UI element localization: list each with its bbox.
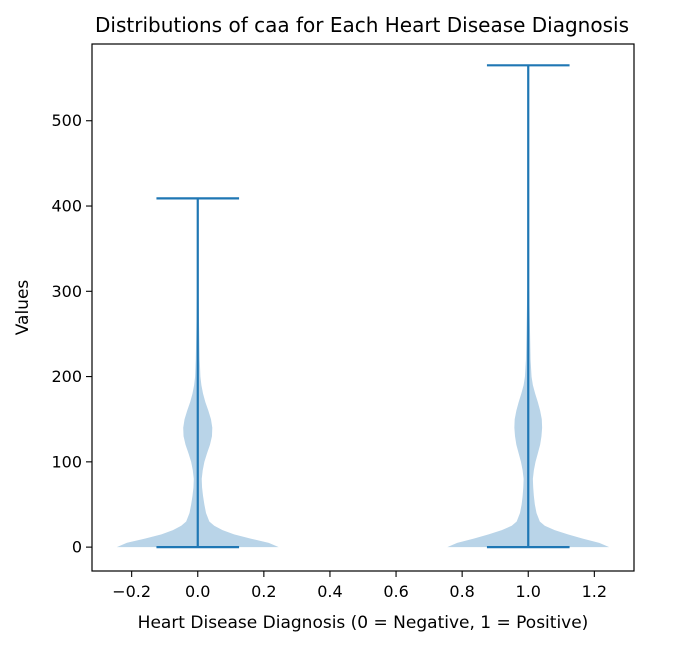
y-tick-label: 500	[51, 111, 82, 130]
x-tick-label: 0.4	[317, 582, 342, 601]
violin-0	[116, 197, 279, 549]
violin-1	[447, 64, 610, 549]
x-axis-title: Heart Disease Diagnosis (0 = Negative, 1…	[138, 613, 589, 633]
x-tick-label: 1.0	[516, 582, 541, 601]
x-tick-label: 1.2	[582, 582, 607, 601]
x-tick-label: 0.2	[251, 582, 276, 601]
y-tick-label: 400	[51, 197, 82, 216]
x-tick-label: 0.6	[383, 582, 408, 601]
y-axis-title: Values	[13, 280, 33, 336]
plot-frame	[91, 43, 635, 572]
x-tick-label: 0.0	[185, 582, 210, 601]
x-tick-label: 0.8	[449, 582, 474, 601]
y-tick-label: 0	[72, 538, 82, 557]
y-tick-label: 100	[51, 452, 82, 471]
x-tick-label: −0.2	[112, 582, 151, 601]
x-axis-ticks: −0.2 0.0 0.2 0.4 0.6 0.8 1.0 1.2	[112, 571, 607, 601]
violin-layer	[116, 64, 610, 549]
y-tick-label: 200	[51, 367, 82, 386]
chart-title: Distributions of caa for Each Heart Dise…	[95, 13, 629, 37]
y-tick-label: 300	[51, 282, 82, 301]
y-axis-ticks: 0 100 200 300 400 500	[51, 111, 92, 557]
